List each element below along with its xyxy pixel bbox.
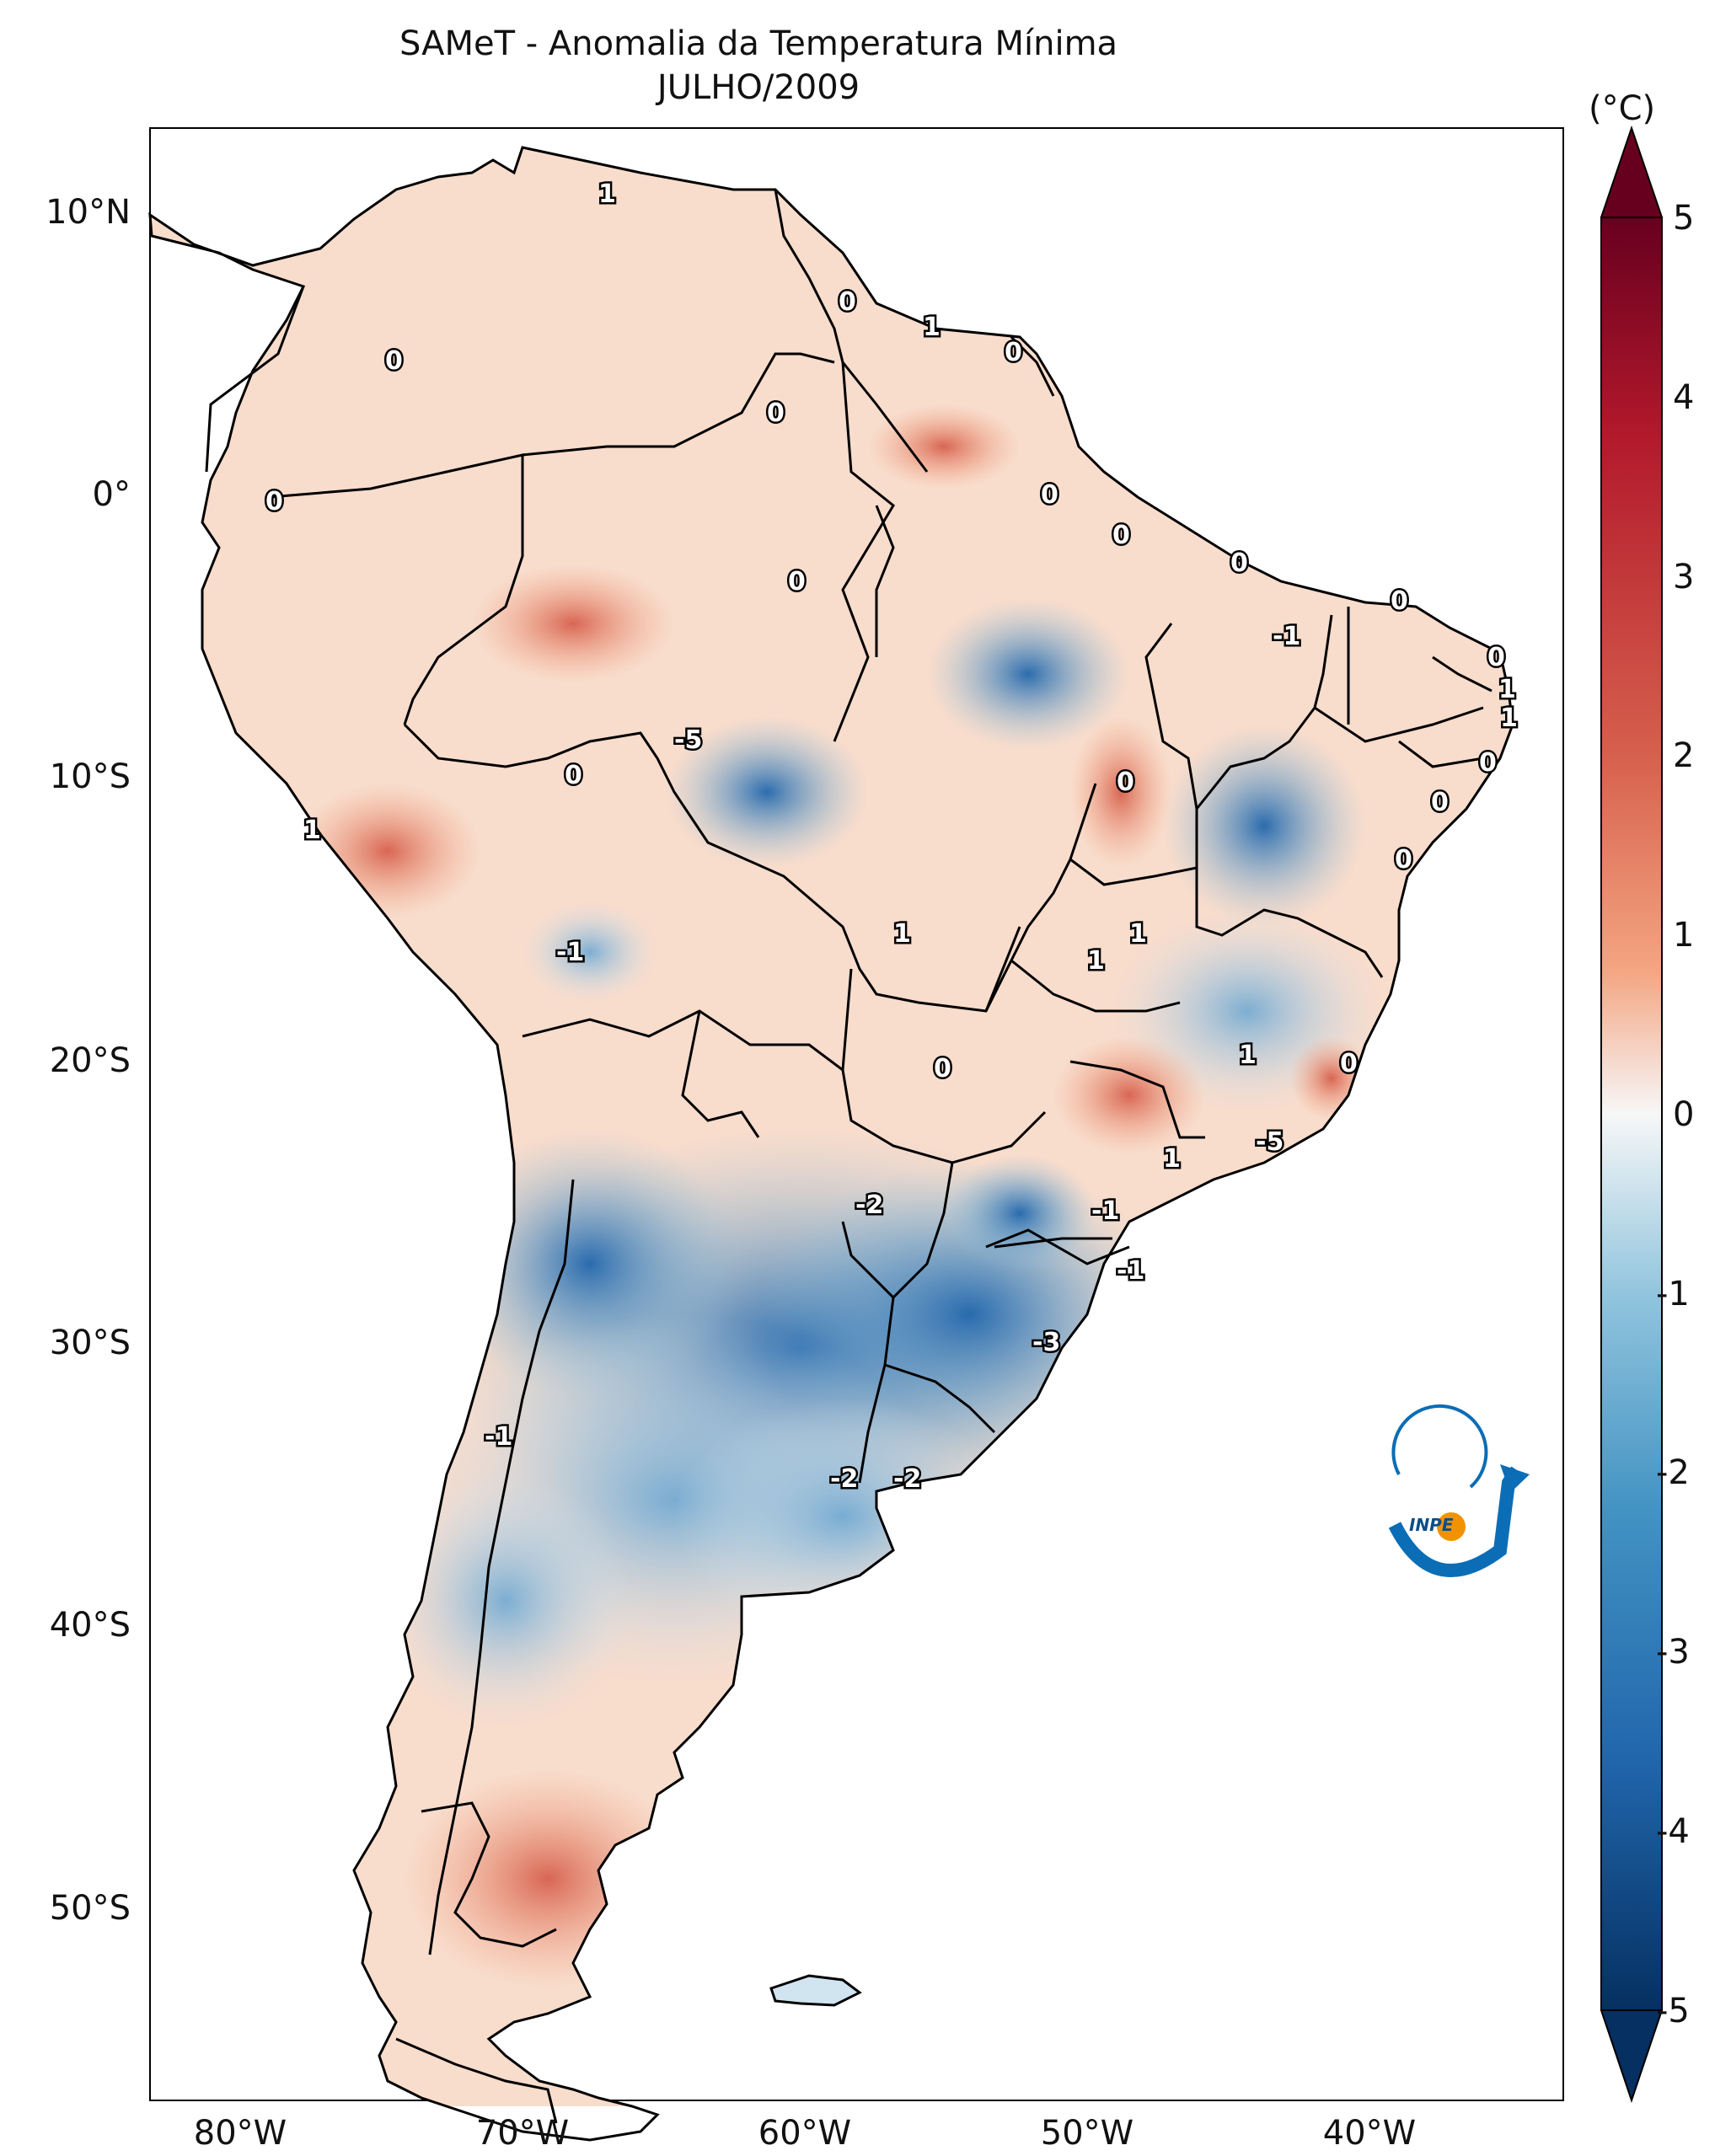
contour-label: -2 xyxy=(855,1190,883,1220)
colorbar: 5 4 3 2 1 0 -1 -2 -3 -4 -5 xyxy=(1600,125,1694,2104)
lon-label: 70°W xyxy=(476,2114,569,2153)
contour-label: 1 xyxy=(1239,1041,1257,1070)
lon-label: 40°W xyxy=(1323,2114,1416,2153)
contour-label: 0 xyxy=(1395,845,1412,875)
contour-label: 0 xyxy=(934,1054,951,1083)
contour-label: 1 xyxy=(1498,675,1516,704)
colorbar-gradient xyxy=(1600,217,1663,2011)
contour-label: 1 xyxy=(303,816,321,845)
lon-label: 60°W xyxy=(758,2114,851,2153)
contour-label: 1 xyxy=(1129,919,1147,949)
contour-label: 0 xyxy=(1005,338,1022,367)
contour-label: 0 xyxy=(1487,643,1505,672)
falklands-outline xyxy=(769,1974,862,2007)
lat-label: 0° xyxy=(93,475,131,514)
colorbar-tick: -2 xyxy=(1656,1453,1690,1492)
contour-label: -2 xyxy=(830,1464,858,1494)
contour-label: -1 xyxy=(556,938,584,967)
lat-label: 30°S xyxy=(50,1324,131,1362)
contour-label: 1 xyxy=(1163,1144,1181,1174)
contour-label: 0 xyxy=(788,567,806,597)
contour-label: 0 xyxy=(767,399,785,428)
contour-label: 0 xyxy=(1479,748,1497,778)
contour-label: 1 xyxy=(893,919,911,949)
contour-label: -5 xyxy=(1256,1127,1284,1157)
colorbar-min-arrow xyxy=(1600,2009,1664,2104)
colorbar-tick: 0 xyxy=(1673,1095,1694,1134)
colorbar-tick: 2 xyxy=(1673,736,1694,775)
lat-label: 50°S xyxy=(50,1889,131,1928)
map-subtitle: JULHO/2009 xyxy=(656,68,860,107)
contour-label: 1 xyxy=(1087,946,1105,976)
colorbar-max-arrow xyxy=(1600,125,1664,218)
lat-label: 40°S xyxy=(50,1606,131,1645)
logo-text: INPE xyxy=(1409,1515,1454,1535)
colorbar-tick: 4 xyxy=(1673,378,1694,417)
contour-label: -1 xyxy=(1091,1196,1119,1226)
contour-label: 0 xyxy=(839,287,856,317)
contour-label: 0 xyxy=(265,487,283,516)
contour-label: 0 xyxy=(385,346,403,376)
contour-label: -1 xyxy=(1117,1256,1144,1286)
lat-label: 20°S xyxy=(50,1041,131,1080)
colorbar-tick: -4 xyxy=(1656,1812,1690,1851)
contour-labels: 1 0 0 1 0 0 0 0 0 0 0 0 0 -1 0 1 1 -5 0 … xyxy=(264,178,1520,1496)
contour-label: 0 xyxy=(1391,586,1408,616)
contour-label: -3 xyxy=(1032,1328,1060,1357)
inpe-logo: INPE xyxy=(1388,1404,1530,1577)
contour-label: -2 xyxy=(893,1464,921,1494)
country-borders xyxy=(205,189,1493,2124)
continent-outline xyxy=(148,146,1514,2142)
colorbar-unit: (°C) xyxy=(1589,89,1656,128)
colorbar-tick: -5 xyxy=(1656,1992,1690,2030)
contour-label: -5 xyxy=(674,725,702,755)
colorbar-tick: -1 xyxy=(1656,1275,1690,1313)
contour-label: 0 xyxy=(1117,768,1134,797)
contour-label: 0 xyxy=(1340,1049,1358,1078)
colorbar-tick: 3 xyxy=(1673,558,1694,597)
axis-labels: 10°N 0° 10°S 20°S 30°S 40°S 50°S 80°W 70… xyxy=(46,193,1416,2153)
contour-label: -1 xyxy=(1273,622,1300,651)
contour-label: 1 xyxy=(598,179,616,209)
colorbar-tick: -3 xyxy=(1656,1633,1690,1672)
lon-label: 50°W xyxy=(1041,2114,1133,2153)
map-title: SAMeT - Anomalia da Temperatura Mínima xyxy=(399,24,1118,63)
colorbar-tick: 5 xyxy=(1673,199,1694,238)
contour-label: 0 xyxy=(565,761,582,790)
contour-label: -1 xyxy=(485,1422,512,1452)
contour-label: 0 xyxy=(1431,788,1449,817)
contour-label: 1 xyxy=(923,313,941,342)
lat-label: 10°N xyxy=(46,193,131,232)
contour-label: 1 xyxy=(1500,704,1518,733)
contour-label: 0 xyxy=(1112,521,1130,550)
contour-label: 0 xyxy=(1041,480,1058,510)
lon-label: 80°W xyxy=(194,2114,287,2153)
contour-label: 0 xyxy=(1230,548,1248,578)
colorbar-tick: 1 xyxy=(1673,916,1694,955)
lat-label: 10°S xyxy=(50,757,131,796)
